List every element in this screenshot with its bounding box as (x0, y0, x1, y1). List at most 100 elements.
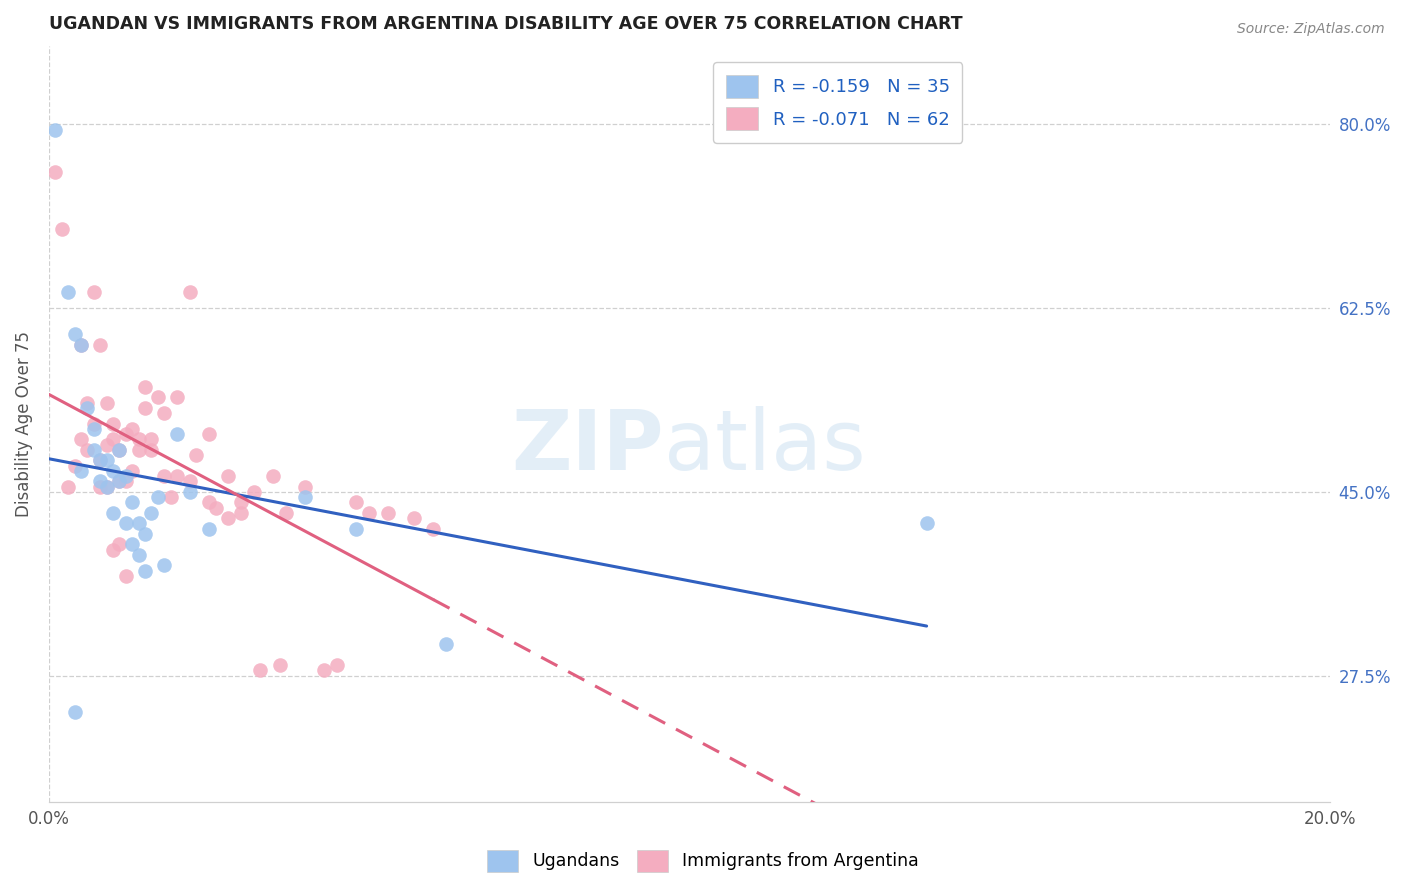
Point (89, 338, 111, 352)
Point (101, 506, 124, 520)
Point (179, 285, 201, 300)
Point (128, 516, 150, 531)
Point (153, 469, 176, 483)
Point (63, 327, 86, 342)
Text: atlas: atlas (664, 406, 866, 487)
Point (44, 122, 66, 136)
Point (101, 542, 124, 557)
Point (159, 490, 181, 504)
Point (153, 406, 176, 420)
Point (243, 484, 266, 499)
Text: UGANDAN VS IMMIGRANTS FROM ARGENTINA DISABILITY AGE OVER 75 CORRELATION CHART: UGANDAN VS IMMIGRANTS FROM ARGENTINA DIS… (49, 15, 963, 33)
Point (294, 490, 316, 504)
Point (294, 480, 316, 494)
Point (76, 395, 98, 409)
Point (89, 453, 111, 467)
Point (231, 495, 253, 509)
Point (121, 495, 143, 509)
Point (83, 422, 105, 436)
Point (83, 417, 105, 431)
Point (96, 480, 118, 494)
Point (146, 391, 169, 405)
Point (326, 658, 349, 673)
Point (108, 442, 131, 457)
Point (186, 448, 208, 462)
Point (179, 484, 201, 499)
Point (115, 475, 138, 489)
Point (115, 469, 138, 483)
Point (101, 433, 124, 447)
Point (422, 522, 444, 536)
Point (262, 469, 284, 483)
Point (63, 706, 86, 720)
Point (89, 480, 111, 494)
Y-axis label: Disability Age Over 75: Disability Age Over 75 (15, 331, 32, 516)
Point (915, 516, 938, 531)
Point (96, 453, 118, 467)
Point (115, 516, 138, 531)
Point (134, 380, 156, 394)
Point (128, 548, 150, 562)
Legend: R = -0.159   N = 35, R = -0.071   N = 62: R = -0.159 N = 35, R = -0.071 N = 62 (713, 62, 962, 143)
Point (141, 506, 163, 520)
Point (134, 401, 156, 415)
Point (108, 475, 131, 489)
Point (101, 464, 124, 478)
Point (166, 391, 188, 405)
Point (198, 427, 221, 442)
Point (134, 564, 156, 578)
Point (96, 437, 118, 451)
Point (70, 338, 93, 352)
Point (128, 433, 150, 447)
Point (249, 664, 271, 678)
Point (76, 442, 98, 457)
Point (115, 569, 138, 583)
Point (70, 464, 93, 478)
Point (101, 417, 124, 431)
Point (115, 427, 138, 442)
Point (141, 433, 163, 447)
Text: Source: ZipAtlas.com: Source: ZipAtlas.com (1237, 22, 1385, 37)
Point (76, 401, 98, 415)
Point (166, 427, 188, 442)
Point (108, 537, 131, 551)
Point (217, 511, 239, 525)
Point (314, 664, 336, 678)
Point (153, 558, 176, 573)
Point (377, 506, 399, 520)
Point (83, 285, 105, 300)
Point (96, 395, 118, 409)
Point (70, 433, 93, 447)
Point (70, 338, 93, 352)
Point (134, 527, 156, 541)
Point (89, 453, 111, 467)
Point (359, 506, 381, 520)
Point (121, 422, 143, 436)
Text: ZIP: ZIP (512, 406, 664, 487)
Point (121, 537, 143, 551)
Point (96, 480, 118, 494)
Point (231, 506, 253, 520)
Point (198, 522, 221, 536)
Point (217, 469, 239, 483)
Point (108, 475, 131, 489)
Point (141, 442, 163, 457)
Point (274, 506, 297, 520)
Point (269, 658, 291, 673)
Point (128, 442, 150, 457)
Point (83, 442, 105, 457)
Point (63, 458, 86, 473)
Point (56, 285, 79, 300)
Point (44, 164, 66, 178)
Point (121, 464, 143, 478)
Point (108, 442, 131, 457)
Point (434, 637, 457, 651)
Point (404, 511, 426, 525)
Point (204, 500, 226, 515)
Point (198, 495, 221, 509)
Point (179, 475, 201, 489)
Point (346, 495, 368, 509)
Point (166, 469, 188, 483)
Point (346, 522, 368, 536)
Point (146, 490, 169, 504)
